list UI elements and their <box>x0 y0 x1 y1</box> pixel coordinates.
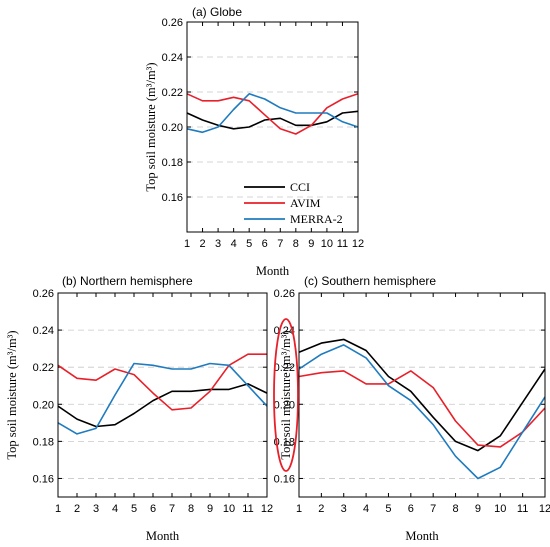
x-tick-label: 5 <box>385 503 391 515</box>
x-tick-label: 12 <box>352 238 364 250</box>
y-tick-label: 0.16 <box>162 192 183 204</box>
x-tick-label: 11 <box>337 238 348 250</box>
y-tick-label: 0.26 <box>162 17 183 29</box>
y-tick-label: 0.22 <box>274 362 295 374</box>
x-tick-label: 1 <box>55 503 61 515</box>
legend-label: MERRA-2 <box>290 212 343 226</box>
x-tick-label: 2 <box>318 503 324 515</box>
y-tick-label: 0.26 <box>274 288 295 300</box>
y-tick-label: 0.20 <box>274 399 295 411</box>
plot-frame <box>298 292 546 498</box>
x-tick-label: 10 <box>494 503 506 515</box>
x-tick-label: 3 <box>341 503 347 515</box>
series-line-avim <box>57 353 267 411</box>
y-tick-label: 0.22 <box>33 362 54 374</box>
x-tick-label: 10 <box>223 503 235 515</box>
x-axis-label: Month <box>256 264 290 278</box>
y-tick-label: 0.18 <box>162 157 183 169</box>
y-tick-label: 0.20 <box>33 399 54 411</box>
y-tick-label: 0.18 <box>33 436 54 448</box>
x-tick-label: 7 <box>277 238 283 250</box>
x-tick-label: 9 <box>475 503 481 515</box>
x-tick-label: 7 <box>169 503 175 515</box>
x-tick-label: 4 <box>112 503 118 515</box>
x-tick-label: 6 <box>262 238 268 250</box>
x-tick-label: 1 <box>184 238 190 250</box>
y-tick-label: 0.24 <box>33 325 54 337</box>
x-tick-label: 11 <box>517 503 528 515</box>
series-line-avim <box>186 93 359 135</box>
x-tick-label: 9 <box>308 238 314 250</box>
legend-label: AVIM <box>290 196 321 210</box>
x-tick-label: 6 <box>150 503 156 515</box>
series-line-merra-2 <box>186 93 359 134</box>
x-axis-label: Month <box>405 529 439 543</box>
chart-panel-b: 0.160.180.200.220.240.261 2 3 4 5 6 7 8 9 10 11 12(… <box>5 274 273 543</box>
x-tick-label: 4 <box>363 503 369 515</box>
x-tick-label: 9 <box>207 503 213 515</box>
x-tick-label: 8 <box>452 503 458 515</box>
y-axis-label: Top soil moisture (m³/m³) <box>144 62 158 191</box>
y-axis-label: Top soil moisture (m³/m³) <box>279 330 293 459</box>
x-tick-label: 5 <box>246 238 252 250</box>
highlight-ellipse <box>273 318 299 472</box>
series-line-avim <box>298 370 546 448</box>
x-tick-label: 7 <box>430 503 436 515</box>
legend: CCI AVIM MERRA-2 <box>244 180 343 226</box>
chart-panel-c: 0.160.180.200.220.240.261 2 3 4 5 6 7 8 9 10 11 12(… <box>274 274 550 543</box>
series-line-cci <box>57 383 268 428</box>
x-tick-label: 3 <box>215 238 221 250</box>
x-tick-label: 2 <box>74 503 80 515</box>
y-axis-label: Top soil moisture (m³/m³) <box>5 330 19 459</box>
x-tick-label: 10 <box>321 238 333 250</box>
series-line-cci <box>298 338 546 452</box>
chart-panel-a: 0.160.180.200.220.240.261 2 3 4 5 6 7 8 9 10 11 12(… <box>144 5 364 278</box>
panel-title: (c) Southern hemisphere <box>304 274 436 288</box>
x-tick-label: 1 <box>296 503 302 515</box>
series-line-merra-2 <box>298 344 546 480</box>
panel-title: (a) Globe <box>192 5 242 19</box>
series-line-cci <box>186 110 359 130</box>
y-tick-label: 0.16 <box>33 473 54 485</box>
x-tick-label: 12 <box>261 503 273 515</box>
y-tick-label: 0.18 <box>274 436 295 448</box>
x-tick-label: 2 <box>199 238 205 250</box>
x-axis-label: Month <box>146 529 180 543</box>
x-tick-label: 12 <box>539 503 550 515</box>
plot-frame <box>57 292 268 498</box>
x-tick-label: 6 <box>408 503 414 515</box>
x-tick-label: 3 <box>93 503 99 515</box>
x-tick-label: 4 <box>231 238 237 250</box>
legend-label: CCI <box>290 180 310 194</box>
y-tick-label: 0.22 <box>162 87 183 99</box>
x-tick-label: 5 <box>131 503 137 515</box>
y-tick-label: 0.24 <box>162 52 183 64</box>
y-tick-label: 0.26 <box>33 288 54 300</box>
x-tick-label: 11 <box>242 503 253 515</box>
series-line-merra-2 <box>57 362 268 435</box>
y-tick-label: 0.16 <box>274 473 295 485</box>
x-tick-label: 8 <box>293 238 299 250</box>
plot-frame <box>186 21 359 233</box>
x-tick-label: 8 <box>188 503 194 515</box>
y-tick-label: 0.20 <box>162 122 183 134</box>
panel-title: (b) Northern hemisphere <box>62 274 193 288</box>
